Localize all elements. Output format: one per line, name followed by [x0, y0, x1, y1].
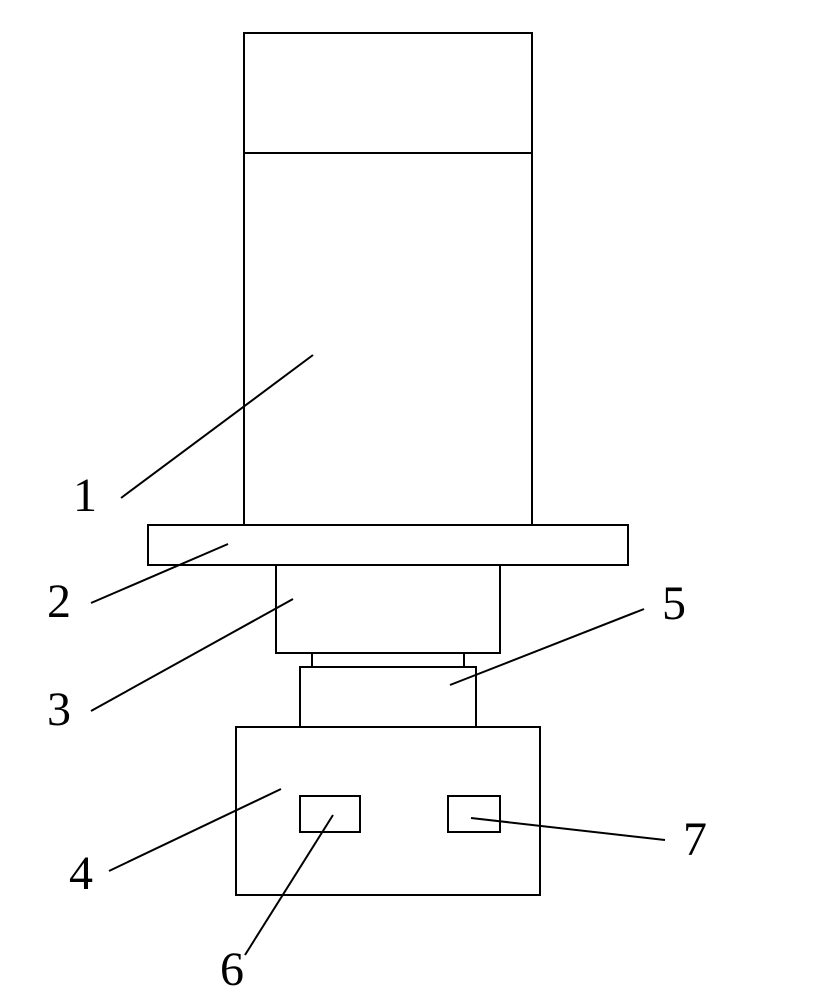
neck-upper [276, 565, 500, 653]
flange-plate [148, 525, 628, 565]
label-1: 1 [73, 469, 97, 522]
upper-body [244, 153, 532, 525]
top-cap [244, 33, 532, 153]
label-7: 7 [683, 813, 707, 866]
neck-lower [300, 667, 476, 727]
label-3: 3 [47, 683, 71, 736]
technical-diagram: 12 3 4 5 6 7 [0, 0, 816, 1000]
label-2: 2 [47, 575, 71, 628]
port-left [300, 796, 360, 832]
label-5: 5 [662, 577, 686, 630]
leader-3 [91, 599, 293, 711]
shapes-layer [148, 33, 628, 895]
label-4: 4 [69, 847, 93, 900]
neck-joint [312, 653, 464, 667]
label-6: 6 [220, 943, 244, 996]
port-right [448, 796, 500, 832]
